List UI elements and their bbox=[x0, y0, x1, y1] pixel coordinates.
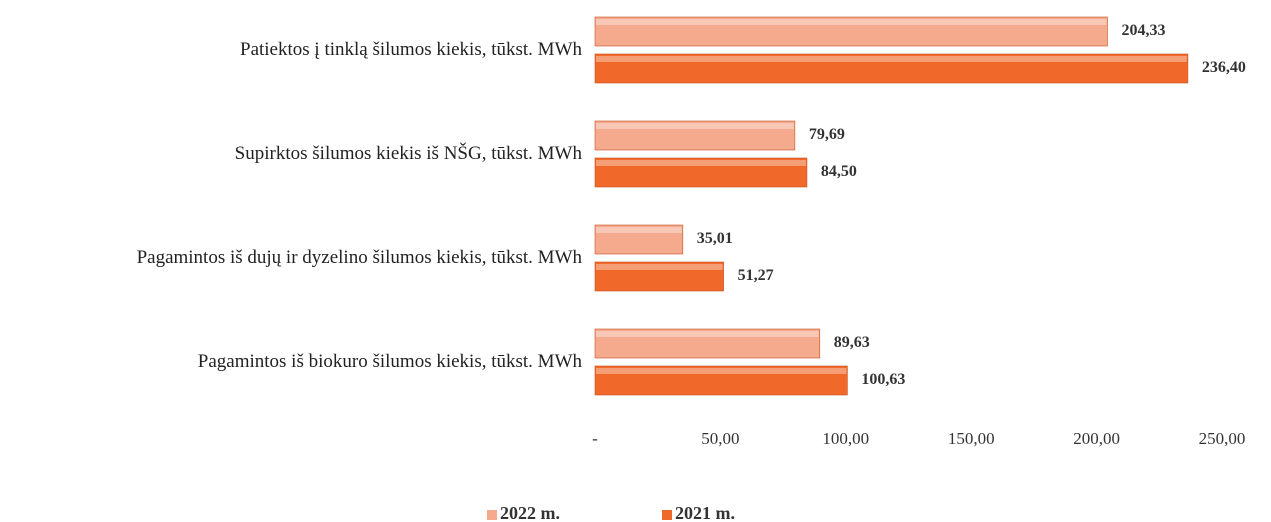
legend-swatch bbox=[487, 510, 497, 520]
bar bbox=[594, 16, 1108, 47]
x-tick-label: 150,00 bbox=[948, 429, 995, 448]
category-text: Patiektos į tinklą šilumos kiekis, tūkst… bbox=[240, 39, 582, 60]
category-label: Patiektos į tinklą šilumos kiekis, tūkst… bbox=[0, 38, 582, 62]
category-label: Pagamintos iš dujų ir dyzelino šilumos k… bbox=[0, 246, 582, 270]
bar-highlight bbox=[596, 368, 847, 374]
value-label: 79,69 bbox=[809, 126, 845, 143]
category-text: Pagamintos iš biokuro šilumos kiekis, tū… bbox=[197, 351, 582, 372]
bar-highlight bbox=[596, 123, 794, 129]
bar bbox=[594, 328, 821, 359]
x-tick-label: 250,00 bbox=[1199, 429, 1246, 448]
bar-highlight bbox=[596, 56, 1187, 62]
category-label: Pagamintos iš biokuro šilumos kiekis, tū… bbox=[0, 350, 582, 374]
value-label: 89,63 bbox=[834, 334, 870, 351]
bar-highlight bbox=[596, 160, 806, 166]
category-label: Supirktos šilumos kiekis iš NŠG, tūkst. … bbox=[0, 142, 582, 166]
legend-label: 2021 m. bbox=[675, 503, 735, 522]
legend-label: 2022 m. bbox=[500, 503, 560, 522]
bar bbox=[594, 120, 796, 151]
bar-highlight bbox=[596, 19, 1107, 25]
bar bbox=[594, 157, 808, 188]
bar bbox=[594, 261, 724, 292]
bar bbox=[594, 53, 1189, 84]
value-label: 35,01 bbox=[697, 230, 733, 247]
bar bbox=[594, 224, 684, 255]
value-label: 84,50 bbox=[821, 163, 857, 180]
value-label: 236,40 bbox=[1202, 59, 1246, 76]
x-tick-label: 200,00 bbox=[1073, 429, 1120, 448]
value-label: 100,63 bbox=[861, 371, 905, 388]
category-text: Pagamintos iš dujų ir dyzelino šilumos k… bbox=[136, 247, 582, 268]
legend-swatch bbox=[662, 510, 672, 520]
value-label: 51,27 bbox=[738, 267, 774, 284]
x-tick-label: 100,00 bbox=[822, 429, 869, 448]
bar-highlight bbox=[596, 264, 723, 270]
bar-highlight bbox=[596, 331, 819, 337]
x-tick-label: 50,00 bbox=[701, 429, 739, 448]
x-tick-label: - bbox=[592, 429, 598, 448]
bar bbox=[594, 365, 848, 396]
value-label: 204,33 bbox=[1121, 22, 1165, 39]
category-text: Supirktos šilumos kiekis iš NŠG, tūkst. … bbox=[234, 143, 582, 164]
bar-highlight bbox=[596, 227, 682, 233]
